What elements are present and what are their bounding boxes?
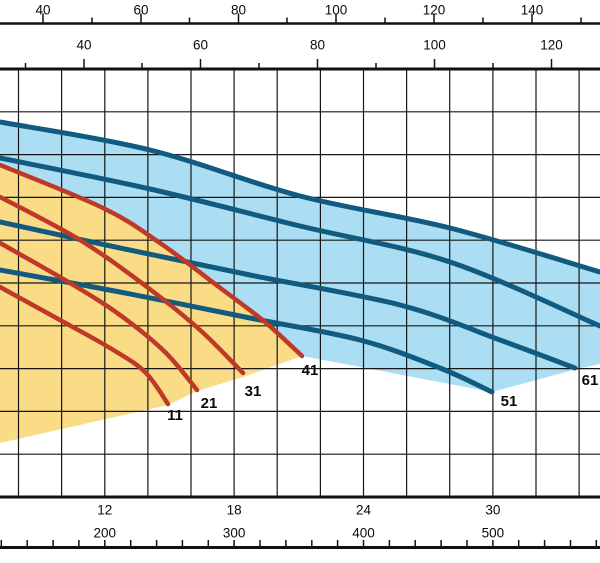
- curve-label-51: 51: [501, 393, 518, 410]
- duty-area-yellow: [0, 165, 302, 443]
- top-outer-tick-label: 60: [133, 3, 148, 18]
- curve-label-61: 61: [582, 372, 599, 389]
- curve-blue-1: [0, 119, 600, 275]
- top-inner-tick-label: 60: [193, 38, 208, 53]
- bottom-outer-tick-label: 200: [94, 526, 117, 541]
- curve-blue-51: [0, 267, 495, 395]
- curve-label-41: 41: [302, 362, 319, 379]
- curve-label-21: 21: [201, 395, 218, 412]
- bottom-outer-tick-label: 300: [223, 526, 246, 541]
- bottom-inner-tick-label: 30: [485, 503, 500, 518]
- top-outer-tick-label: 140: [521, 3, 544, 18]
- bottom-inner-tick-label: 12: [97, 503, 112, 518]
- top-outer-tick-label: 120: [423, 3, 446, 18]
- curve-label-31: 31: [245, 383, 262, 400]
- top-inner-tick-label: 40: [76, 38, 91, 53]
- bottom-inner-tick-label: 18: [227, 503, 242, 518]
- curve-red-31: [0, 194, 246, 376]
- top-outer-tick-label: 100: [325, 3, 348, 18]
- curve-blue-61: [0, 219, 578, 371]
- top-outer-tick-label: 80: [231, 3, 246, 18]
- bottom-outer-tick-label: 500: [482, 526, 505, 541]
- curve-label-11: 11: [167, 407, 183, 424]
- top-inner-tick-label: 120: [540, 38, 563, 53]
- top-inner-tick-label: 100: [423, 38, 446, 53]
- curve-blue-2: [0, 155, 600, 329]
- top-inner-tick-label: 80: [310, 38, 325, 53]
- bottom-outer-tick-label: 400: [352, 526, 375, 541]
- curve-red-41: [0, 162, 305, 359]
- top-outer-tick-label: 40: [35, 3, 50, 18]
- bottom-inner-tick-label: 24: [356, 503, 372, 518]
- curve-red-21: [0, 240, 200, 393]
- curve-red-11: [0, 284, 171, 407]
